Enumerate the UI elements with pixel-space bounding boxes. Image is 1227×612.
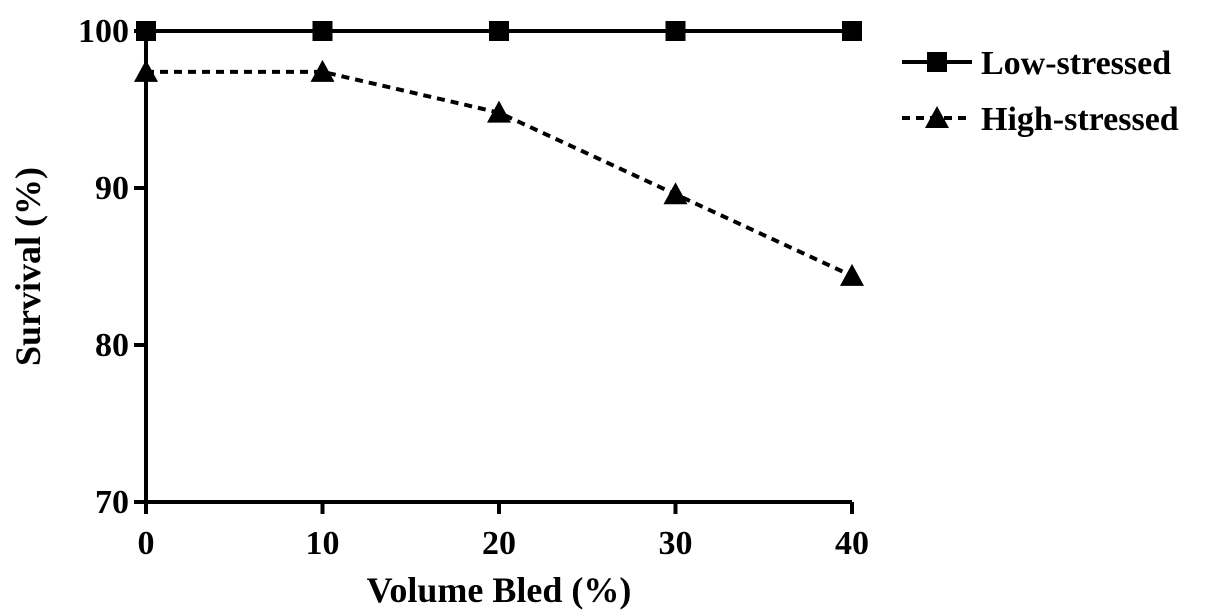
legend-label-low-stressed: Low-stressed [981,45,1171,82]
data-point-low-stressed [665,21,686,41]
y-tick-label: 80 [95,327,129,364]
y-axis-title: Survival (%) [8,167,48,366]
legend-item-low-stressed: Low-stressed [902,45,1171,82]
series-low-stressed [136,21,862,41]
data-point-low-stressed [842,21,862,41]
data-point-high-stressed [310,59,335,82]
x-axis-title: Volume Bled (%) [367,570,632,610]
x-tick-label: 0 [138,525,155,562]
data-point-low-stressed [136,21,156,41]
legend-item-high-stressed: High-stressed [902,101,1179,138]
y-tick-label: 70 [95,484,129,521]
y-tick-label: 100 [78,13,129,50]
legend: Low-stressed High-stressed [902,45,1179,138]
x-tick-label: 10 [306,525,340,562]
series-high-stressed [134,59,864,286]
legend-marker-low-stressed [927,52,947,72]
axes [144,31,852,504]
legend-marker-high-stressed [925,106,949,128]
data-point-high-stressed [663,182,688,205]
y-ticks: 70 80 90 100 [78,13,146,521]
x-tick-label: 30 [659,525,693,562]
series-layer [134,21,864,286]
data-point-low-stressed [489,21,509,41]
y-tick-label: 90 [95,170,129,207]
data-point-high-stressed [134,59,158,82]
data-point-high-stressed [840,263,864,286]
x-tick-label: 20 [482,525,516,562]
x-ticks: 0 10 20 30 40 [138,502,869,562]
x-tick-label: 40 [835,525,869,562]
legend-label-high-stressed: High-stressed [981,101,1179,138]
data-point-high-stressed [487,100,511,123]
data-point-low-stressed [312,21,333,41]
